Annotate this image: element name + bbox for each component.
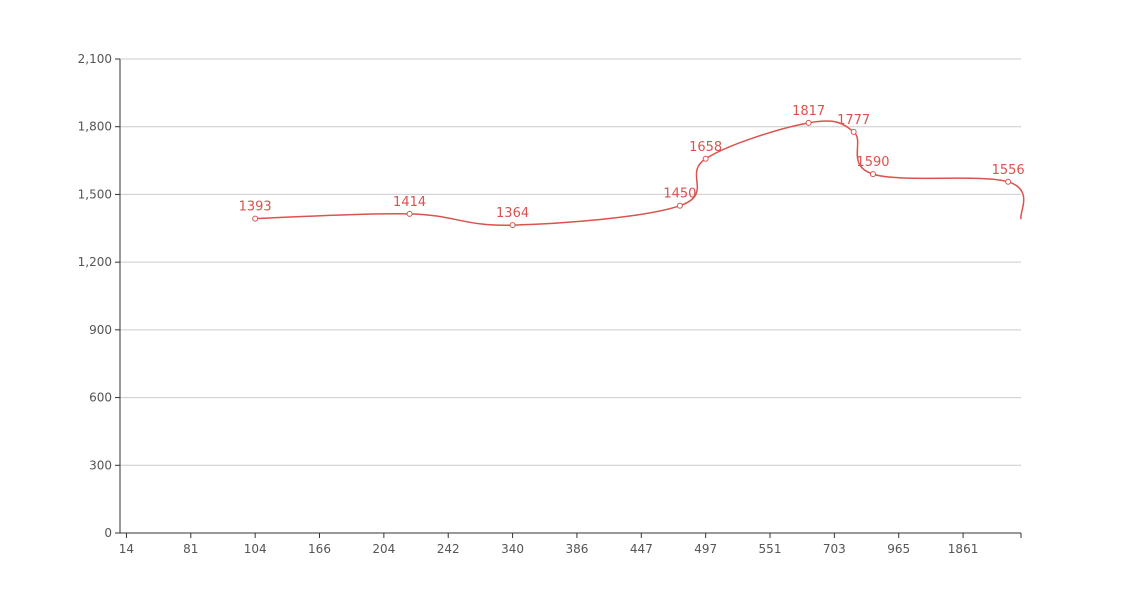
data-label: 1450 xyxy=(663,187,696,202)
x-tick-label: 204 xyxy=(372,542,395,556)
x-tick-label: 81 xyxy=(183,542,198,556)
x-tick-label: 14 xyxy=(119,542,134,556)
data-label: 1590 xyxy=(856,155,889,170)
point xyxy=(805,119,812,126)
point xyxy=(869,171,876,178)
line xyxy=(255,120,1025,226)
point xyxy=(509,222,516,229)
x-tick-label: 386 xyxy=(565,542,588,556)
point xyxy=(1005,178,1012,185)
x-tick-label: 965 xyxy=(887,542,910,556)
data-label: 1658 xyxy=(689,140,722,155)
data-label: 1556 xyxy=(992,163,1025,178)
x-tick-label: 166 xyxy=(308,542,331,556)
x-tick-label: 497 xyxy=(694,542,717,556)
data-label: 1777 xyxy=(837,113,870,128)
point xyxy=(406,210,413,217)
point xyxy=(702,155,709,162)
data-label: 1364 xyxy=(496,206,529,221)
y-tick-label: 1,800 xyxy=(78,120,112,134)
x-tick-label: 242 xyxy=(437,542,460,556)
y-tick-label: 300 xyxy=(89,458,112,472)
x-tick-label: 1861 xyxy=(948,542,979,556)
y-tick-label: 0 xyxy=(104,526,112,540)
y-tick-label: 1,200 xyxy=(78,255,112,269)
data-label: 1393 xyxy=(239,200,272,215)
y-tick-label: 2,100 xyxy=(78,52,112,66)
y-tick-label: 600 xyxy=(89,391,112,405)
data-label: 1817 xyxy=(792,104,825,119)
point xyxy=(850,128,857,135)
x-tick-label: 551 xyxy=(759,542,782,556)
point xyxy=(252,215,259,222)
x-tick-label: 104 xyxy=(244,542,267,556)
x-tick-label: 703 xyxy=(823,542,846,556)
y-tick-label: 1,500 xyxy=(78,187,112,201)
data-label: 1414 xyxy=(393,195,426,210)
y-tick-label: 900 xyxy=(89,323,112,337)
x-tick-label: 447 xyxy=(630,542,653,556)
x-tick-label: 340 xyxy=(501,542,524,556)
point xyxy=(676,202,683,209)
